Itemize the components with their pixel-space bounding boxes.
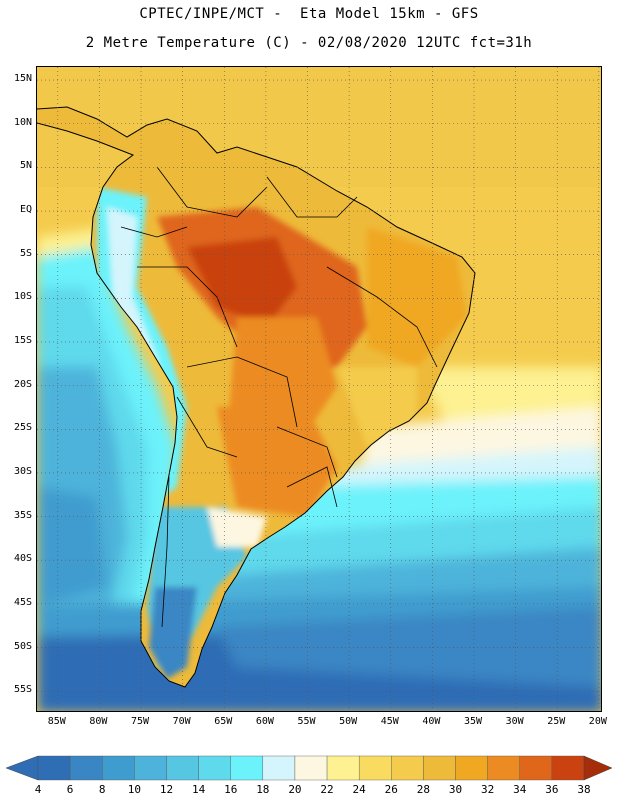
chart-title: CPTEC/INPE/MCT - Eta Model 15km - GFS [139,6,479,22]
lat-label-50S: 50S [13,640,32,652]
colorbar-cell-32 [487,755,520,781]
lat-label-10S: 10S [13,291,32,303]
chart-subtitle: 2 Metre Temperature (C) - 02/08/2020 12U… [85,35,533,51]
border-peru-brazil [137,266,238,348]
colorbar-cell-26 [391,755,424,781]
colorbar-cell-14 [198,755,231,781]
lat-label-30S: 30S [13,465,32,477]
lat-label-25S: 25S [13,422,32,434]
colorbar-arrow-left [5,755,39,781]
border-brazil-states [326,266,438,368]
colorbar-label-16: 16 [224,783,238,796]
land-pampa-mild [207,507,267,547]
border-chile-argentina-south [161,476,170,628]
lon-label-25W: 25W [547,716,566,727]
colorbar-cell-24 [358,755,392,781]
lat-label-45S: 45S [13,596,32,608]
lat-label-20S: 20S [13,378,32,390]
colorbar-cell-30 [455,755,488,781]
lon-label-50W: 50W [339,716,358,727]
colorbar-cell-28 [423,755,456,781]
ocean-band-south-6 [217,607,601,687]
border-colombia-venezuela [156,166,268,218]
lat-label-5N: 5N [19,160,32,172]
temperature-map [36,66,602,712]
colorbar-label-18: 18 [256,783,270,796]
colorbar-label-12: 12 [159,783,174,796]
colorbar-cells [5,755,613,781]
colorbar-label-28: 28 [416,783,431,796]
coastline [37,106,476,688]
lon-label-85W: 85W [47,716,66,727]
colorbar-label-4: 4 [34,783,42,796]
colorbar-label-10: 10 [127,783,141,796]
border-uruguay [286,466,338,508]
lon-label-30W: 30W [505,716,524,727]
land-patagonia-cold [149,587,197,679]
lat-label-10N: 10N [13,116,32,128]
colorbar-cell-20 [294,755,328,781]
lon-label-55W: 55W [297,716,316,727]
colorbar-label-14: 14 [191,783,206,796]
lon-label-80W: 80W [89,716,108,727]
colorbar-cell-16 [230,755,264,781]
lat-label-55S: 55S [13,684,32,696]
colorbar-label-32: 32 [481,783,495,796]
lon-label-20W: 20W [588,716,607,727]
colorbar-cell-34 [519,755,553,781]
lat-label-40S: 40S [13,553,32,565]
lat-label-35S: 35S [13,509,32,521]
colorbar-cell-12 [166,755,199,781]
colorbar-label-36: 36 [545,783,559,796]
ocean-band-pacific-8 [37,487,107,607]
colorbar-label-6: 6 [66,783,74,796]
colorbar-label-8: 8 [98,783,106,796]
colorbar-cell-4 [37,755,71,781]
border-bolivia [186,356,298,428]
lat-label-15N: 15N [13,73,32,85]
colorbar-cell-10 [134,755,167,781]
colorbar-label-20: 20 [288,783,302,796]
lon-label-75W: 75W [131,716,150,727]
lon-label-40W: 40W [422,716,441,727]
colorbar-cell-6 [69,755,103,781]
lat-label-EQ: EQ [19,204,32,216]
border-guianas [266,176,358,218]
colorbar-arrow-right [583,755,613,781]
land-northeast-warm [367,227,467,367]
country-borders [120,166,438,628]
colorbar-cell-22 [326,755,360,781]
temperature-map-svg [37,67,601,711]
colorbar [5,755,613,781]
lon-label-70W: 70W [172,716,191,727]
border-chile-argentina-north [176,396,238,458]
lon-label-60W: 60W [255,716,274,727]
land-amazon-hottest [187,237,297,327]
lat-label-5S: 5S [19,247,32,259]
border-paraguay [276,426,338,478]
lat-label-15S: 15S [13,334,32,346]
colorbar-label-26: 26 [384,783,398,796]
colorbar-cell-8 [102,755,135,781]
colorbar-cell-18 [262,755,296,781]
border-ecuador [120,226,188,238]
colorbar-label-38: 38 [577,783,591,796]
colorbar-label-30: 30 [448,783,463,796]
colorbar-label-34: 34 [513,783,527,796]
land-chaco-hot [217,407,337,517]
lon-label-35W: 35W [463,716,483,727]
colorbar-label-24: 24 [352,783,366,796]
lon-label-45W: 45W [380,716,399,727]
colorbar-label-22: 22 [320,783,334,796]
colorbar-cell-36 [551,755,585,781]
lon-label-65W: 65W [214,716,233,727]
